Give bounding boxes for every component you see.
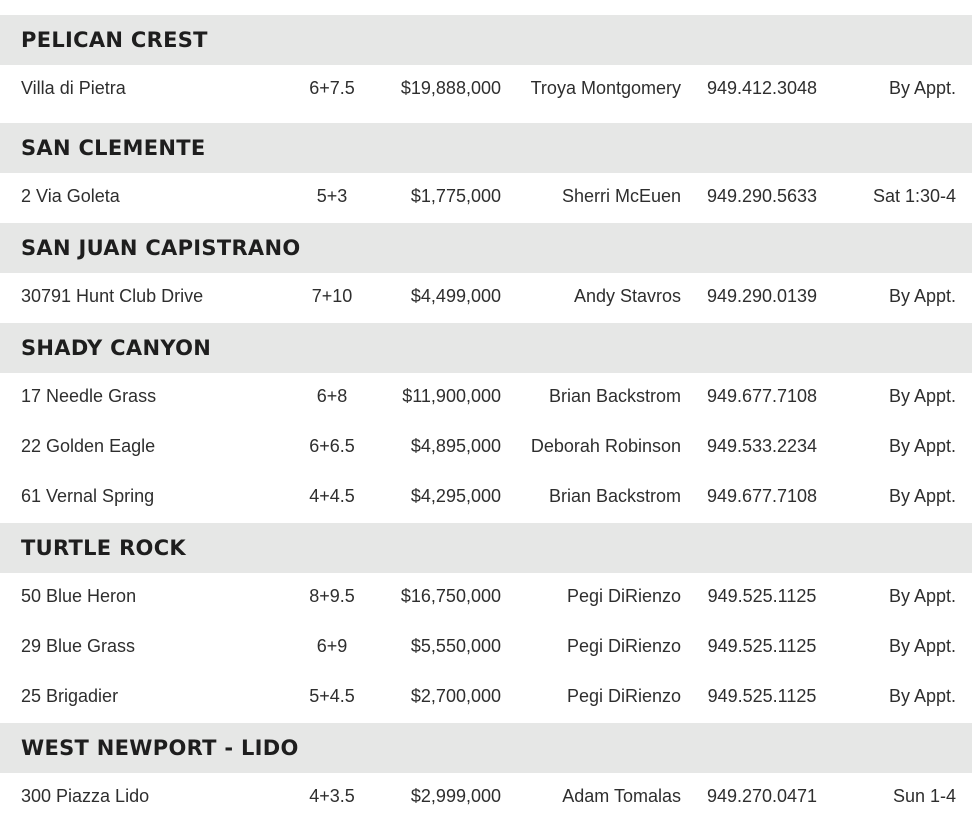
listing-row: 300 Piazza Lido 4+3.5 $2,999,000 Adam To… bbox=[0, 773, 978, 823]
section-header: PELICAN CREST bbox=[0, 15, 972, 65]
listing-phone: 949.677.7108 bbox=[706, 386, 818, 406]
listing-bed-bath: 5+4.5 bbox=[309, 686, 355, 706]
listing-bed-bath: 6+6.5 bbox=[309, 436, 355, 456]
listing-address: 17 Needle Grass bbox=[21, 386, 157, 406]
listing-agent: Pegi DiRienzo bbox=[566, 686, 681, 706]
listing-address: 25 Brigadier bbox=[21, 686, 119, 706]
listing-row: 50 Blue Heron 8+9.5 $16,750,000 Pegi DiR… bbox=[0, 573, 978, 623]
listing-price: $1,775,000 bbox=[410, 186, 501, 206]
listing-address: 300 Piazza Lido bbox=[21, 786, 150, 806]
listing-price: $4,295,000 bbox=[410, 486, 501, 506]
listing-address: 22 Golden Eagle bbox=[21, 436, 156, 456]
listing-bed-bath: 8+9.5 bbox=[309, 586, 355, 606]
section-title: PELICAN CREST bbox=[21, 28, 208, 52]
listing-open-house: By Appt. bbox=[888, 486, 956, 506]
listing-row: Villa di Pietra 6+7.5 $19,888,000 Troya … bbox=[0, 65, 978, 115]
listing-agent: Brian Backstrom bbox=[548, 386, 681, 406]
listing-open-house: By Appt. bbox=[888, 286, 956, 306]
listing-open-house: By Appt. bbox=[888, 636, 956, 656]
listing-bed-bath: 4+3.5 bbox=[309, 786, 355, 806]
listing-agent: Adam Tomalas bbox=[562, 786, 681, 806]
listing-address: Villa di Pietra bbox=[21, 78, 126, 98]
listing-agent: Sherri McEuen bbox=[561, 186, 681, 206]
listing-price: $2,999,000 bbox=[410, 786, 501, 806]
listing-phone: 949.533.2234 bbox=[706, 436, 818, 456]
listing-row: 61 Vernal Spring 4+4.5 $4,295,000 Brian … bbox=[0, 473, 978, 523]
listing-row: 25 Brigadier 5+4.5 $2,700,000 Pegi DiRie… bbox=[0, 673, 978, 723]
section-header: SAN JUAN CAPISTRANO bbox=[0, 223, 972, 273]
listing-phone: 949.412.3048 bbox=[706, 78, 818, 98]
listing-address: 50 Blue Heron bbox=[21, 586, 137, 606]
section-header: TURTLE ROCK bbox=[0, 523, 972, 573]
section-header: SAN CLEMENTE bbox=[0, 123, 972, 173]
listing-bed-bath: 5+3 bbox=[316, 186, 348, 206]
listing-bed-bath: 6+8 bbox=[316, 386, 348, 406]
listing-bed-bath: 4+4.5 bbox=[309, 486, 355, 506]
listing-open-house: By Appt. bbox=[888, 386, 956, 406]
listing-agent: Brian Backstrom bbox=[548, 486, 681, 506]
listing-bed-bath: 7+10 bbox=[311, 286, 353, 306]
listing-address: 2 Via Goleta bbox=[21, 186, 120, 206]
listing-phone: 949.290.0139 bbox=[706, 286, 818, 306]
listing-bed-bath: 6+9 bbox=[316, 636, 348, 656]
section-header: WEST NEWPORT - LIDO bbox=[0, 723, 972, 773]
listing-open-house: Sat 1:30-4 bbox=[872, 186, 956, 206]
listing-price: $16,750,000 bbox=[400, 586, 501, 606]
section-title: SHADY CANYON bbox=[21, 336, 212, 360]
section-title: TURTLE ROCK bbox=[21, 536, 186, 560]
listing-row: 30791 Hunt Club Drive 7+10 $4,499,000 An… bbox=[0, 273, 978, 323]
listing-row: 2 Via Goleta 5+3 $1,775,000 Sherri McEue… bbox=[0, 173, 978, 223]
listing-phone: 949.525.1125 bbox=[707, 636, 817, 656]
listing-agent: Andy Stavros bbox=[573, 286, 681, 306]
listing-agent: Troya Montgomery bbox=[530, 78, 681, 98]
listing-row: 29 Blue Grass 6+9 $5,550,000 Pegi DiRien… bbox=[0, 623, 978, 673]
listing-phone: 949.677.7108 bbox=[706, 486, 818, 506]
listing-phone: 949.270.0471 bbox=[706, 786, 818, 806]
listing-agent: Pegi DiRienzo bbox=[566, 586, 681, 606]
section-title: SAN JUAN CAPISTRANO bbox=[21, 236, 301, 260]
listing-open-house: By Appt. bbox=[888, 686, 956, 706]
listing-bed-bath: 6+7.5 bbox=[309, 78, 355, 98]
section-title: SAN CLEMENTE bbox=[21, 136, 206, 160]
section-title: WEST NEWPORT - LIDO bbox=[21, 736, 299, 760]
listing-agent: Pegi DiRienzo bbox=[566, 636, 681, 656]
listing-row: 17 Needle Grass 6+8 $11,900,000 Brian Ba… bbox=[0, 373, 978, 423]
listing-open-house: By Appt. bbox=[888, 78, 956, 98]
listing-agent: Deborah Robinson bbox=[530, 436, 681, 456]
listing-price: $4,499,000 bbox=[410, 286, 501, 306]
listing-address: 30791 Hunt Club Drive bbox=[21, 286, 204, 306]
listing-price: $5,550,000 bbox=[410, 636, 501, 656]
listing-row: 22 Golden Eagle 6+6.5 $4,895,000 Deborah… bbox=[0, 423, 978, 473]
listing-phone: 949.290.5633 bbox=[706, 186, 818, 206]
listing-price: $19,888,000 bbox=[400, 78, 501, 98]
listing-open-house: Sun 1-4 bbox=[892, 786, 956, 806]
listing-address: 29 Blue Grass bbox=[21, 636, 136, 656]
listing-phone: 949.525.1125 bbox=[707, 586, 817, 606]
listing-price: $2,700,000 bbox=[410, 686, 501, 706]
listing-phone: 949.525.1125 bbox=[707, 686, 817, 706]
section-header: SHADY CANYON bbox=[0, 323, 972, 373]
listing-price: $4,895,000 bbox=[410, 436, 501, 456]
listing-open-house: By Appt. bbox=[888, 436, 956, 456]
listing-address: 61 Vernal Spring bbox=[21, 486, 155, 506]
listing-open-house: By Appt. bbox=[888, 586, 956, 606]
listing-price: $11,900,000 bbox=[402, 386, 501, 406]
